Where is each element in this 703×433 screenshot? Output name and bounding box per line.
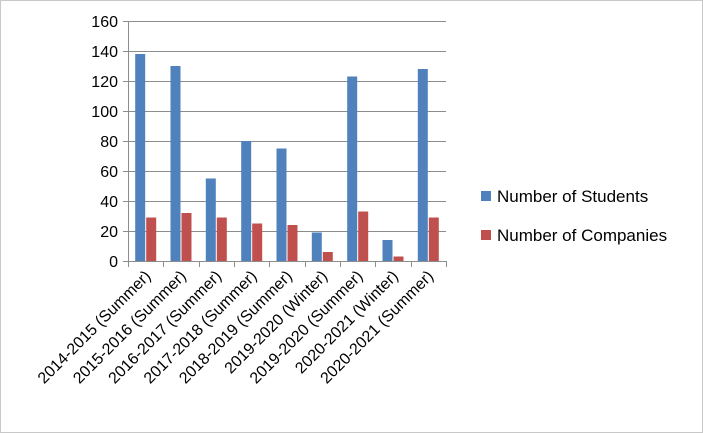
bar: [276, 148, 287, 261]
y-tick-label: 140: [91, 44, 118, 61]
bar: [322, 252, 333, 261]
y-tick-label: 40: [100, 194, 118, 211]
y-tick-label: 120: [91, 74, 118, 91]
bar: [358, 211, 369, 261]
y-tick-label: 0: [109, 254, 118, 271]
axes: [123, 21, 447, 267]
bar: [428, 217, 439, 261]
bar: [181, 213, 192, 261]
y-tick-labels: 0 20 40 60 80 100 120 140 160: [91, 14, 118, 271]
bar: [347, 76, 358, 261]
bar: [135, 54, 146, 261]
bar: [311, 232, 322, 261]
y-tick-label: 80: [100, 134, 118, 151]
gridlines: [128, 21, 446, 232]
legend-label: Number of Companies: [497, 226, 667, 245]
legend-swatch: [481, 191, 491, 201]
bar: [241, 141, 252, 261]
y-tick-label: 60: [100, 164, 118, 181]
legend: Number of Students Number of Companies: [481, 187, 667, 245]
bars: [135, 54, 439, 261]
bar: [382, 240, 393, 261]
y-tick-label: 100: [91, 104, 118, 121]
y-tick-label: 160: [91, 14, 118, 31]
y-tick-label: 20: [100, 224, 118, 241]
bar: [205, 178, 216, 261]
bar: [146, 217, 157, 261]
bar: [216, 217, 227, 261]
bar: [287, 225, 298, 261]
bar: [252, 223, 263, 261]
x-tick-labels: 2014-2015 (Summer)2015-2016 (Summer)2016…: [35, 268, 437, 388]
bar: [170, 66, 181, 261]
bar: [393, 256, 404, 261]
legend-swatch: [481, 230, 491, 240]
legend-label: Number of Students: [497, 187, 648, 206]
bar: [417, 69, 428, 261]
